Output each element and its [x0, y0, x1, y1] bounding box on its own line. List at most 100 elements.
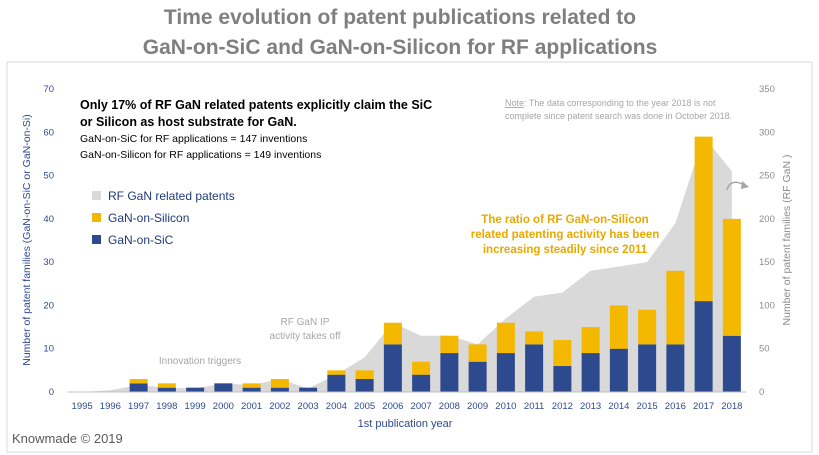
ratio-line2: related patenting activity has been	[471, 229, 660, 241]
takeoff-line2: activity takes off	[270, 331, 341, 342]
stat-silicon: GaN-on-Silicon for RF applications = 149…	[80, 149, 321, 161]
x-tick-2008: 2008	[439, 401, 460, 412]
bar-sic-2003	[299, 387, 318, 392]
bar-silicon-2014	[609, 305, 628, 349]
bar-sic-2002	[270, 387, 289, 392]
chart-frame	[6, 61, 813, 453]
chart-title-line2: GaN-on-SiC and GaN-on-Silicon for RF app…	[143, 36, 658, 59]
x-tick-2009: 2009	[467, 401, 488, 412]
legend-label-sic: GaN-on-SiC	[108, 233, 174, 247]
legend-swatch-silicon	[92, 213, 101, 222]
y-left-tick-60: 60	[43, 127, 54, 138]
bar-sic-2013	[581, 353, 600, 392]
y-left-tick-20: 20	[43, 300, 54, 311]
x-tick-2001: 2001	[241, 401, 262, 412]
bar-silicon-1997	[129, 379, 148, 384]
bar-silicon-2013	[581, 327, 600, 354]
bar-silicon-1998	[157, 383, 176, 388]
right-axis-title: Number of patent families (RF GaN )	[781, 155, 793, 326]
bar-sic-2018	[722, 335, 741, 392]
bar-sic-2005	[355, 379, 374, 392]
y-left-tick-30: 30	[43, 257, 54, 268]
legend-label-silicon: GaN-on-Silicon	[108, 211, 189, 225]
bar-silicon-2008	[440, 335, 459, 354]
legend: RF GaN related patents GaN-on-Silicon Ga…	[92, 189, 235, 247]
bar-sic-1997	[129, 383, 148, 392]
bar-silicon-2018	[722, 218, 741, 336]
ratio-line3: increasing steadily since 2011	[483, 244, 648, 256]
y-left-tick-50: 50	[43, 171, 54, 182]
rf-gan-area	[82, 136, 732, 392]
y-right-tick-50: 50	[759, 344, 770, 355]
x-axis-title: 1st publication year	[358, 418, 453, 430]
x-tick-1997: 1997	[128, 401, 149, 412]
note-label: Note	[505, 98, 524, 108]
bar-silicon-2010	[496, 322, 515, 354]
x-tick-2013: 2013	[580, 401, 601, 412]
x-tick-2010: 2010	[495, 401, 516, 412]
bar-sic-2010	[496, 353, 515, 392]
bar-sic-2009	[468, 361, 487, 392]
legend-swatch-sic	[92, 235, 101, 244]
innovation-triggers: Innovation triggers	[159, 356, 241, 367]
bar-sic-2004	[327, 374, 346, 392]
x-tick-2003: 2003	[298, 401, 319, 412]
x-tick-1998: 1998	[156, 401, 177, 412]
x-tick-2005: 2005	[354, 401, 375, 412]
bar-silicon-2011	[525, 331, 544, 345]
takeoff-line1: RF GaN IP	[281, 317, 330, 328]
bar-layer	[129, 136, 741, 392]
x-tick-2015: 2015	[637, 401, 658, 412]
bar-silicon-2009	[468, 344, 487, 362]
x-tick-2000: 2000	[213, 401, 234, 412]
bar-sic-2000	[214, 383, 233, 392]
x-tick-2018: 2018	[721, 401, 742, 412]
y-right-tick-150: 150	[759, 257, 775, 268]
bar-sic-2017	[694, 301, 713, 392]
y-right-tick-200: 200	[759, 214, 775, 225]
bar-silicon-2007	[412, 361, 431, 375]
bar-sic-1998	[157, 387, 176, 392]
bar-silicon-2006	[383, 322, 402, 345]
stat-sic: GaN-on-SiC for RF applications = 147 inv…	[80, 133, 307, 145]
bar-sic-2006	[383, 344, 402, 392]
ratio-line1: The ratio of RF GaN-on-Silicon	[481, 214, 648, 226]
bar-sic-2008	[440, 353, 459, 392]
bar-silicon-2012	[553, 340, 572, 367]
bar-sic-2012	[553, 366, 572, 392]
x-tick-1996: 1996	[100, 401, 121, 412]
legend-swatch-rf-gan	[92, 191, 101, 200]
bar-sic-1999	[186, 387, 205, 392]
note-line1: Note: The data corresponding to the year…	[505, 98, 716, 108]
bar-silicon-2016	[666, 270, 685, 345]
bar-silicon-2017	[694, 136, 713, 302]
bar-silicon-2004	[327, 370, 346, 375]
x-tick-2014: 2014	[608, 401, 629, 412]
left-axis-title: Number of patent families (GaN-on-SiC or…	[21, 114, 33, 366]
bar-sic-2016	[666, 344, 685, 392]
y-right-tick-0: 0	[759, 387, 764, 398]
y-left-tick-10: 10	[43, 344, 54, 355]
bar-sic-2015	[638, 344, 657, 392]
x-tick-2002: 2002	[269, 401, 290, 412]
x-tick-2004: 2004	[326, 401, 347, 412]
x-tick-1995: 1995	[72, 401, 93, 412]
bar-silicon-2002	[270, 379, 289, 388]
chart-title-line1: Time evolution of patent publications re…	[164, 6, 636, 29]
x-tick-2016: 2016	[665, 401, 686, 412]
y-left-tick-0: 0	[49, 387, 54, 398]
bar-sic-2001	[242, 387, 261, 392]
x-tick-2017: 2017	[693, 401, 714, 412]
x-tick-2012: 2012	[552, 401, 573, 412]
x-tick-2011: 2011	[524, 401, 544, 412]
rf-gan-area-layer	[82, 136, 732, 392]
y-right-tick-300: 300	[759, 127, 775, 138]
x-tick-1999: 1999	[185, 401, 206, 412]
y-right-tick-100: 100	[759, 300, 775, 311]
y-right-tick-350: 350	[759, 84, 775, 95]
y-right-tick-250: 250	[759, 171, 775, 182]
legend-label-rf-gan: RF GaN related patents	[108, 189, 235, 203]
bar-sic-2007	[412, 374, 431, 392]
bar-sic-2011	[525, 344, 544, 392]
